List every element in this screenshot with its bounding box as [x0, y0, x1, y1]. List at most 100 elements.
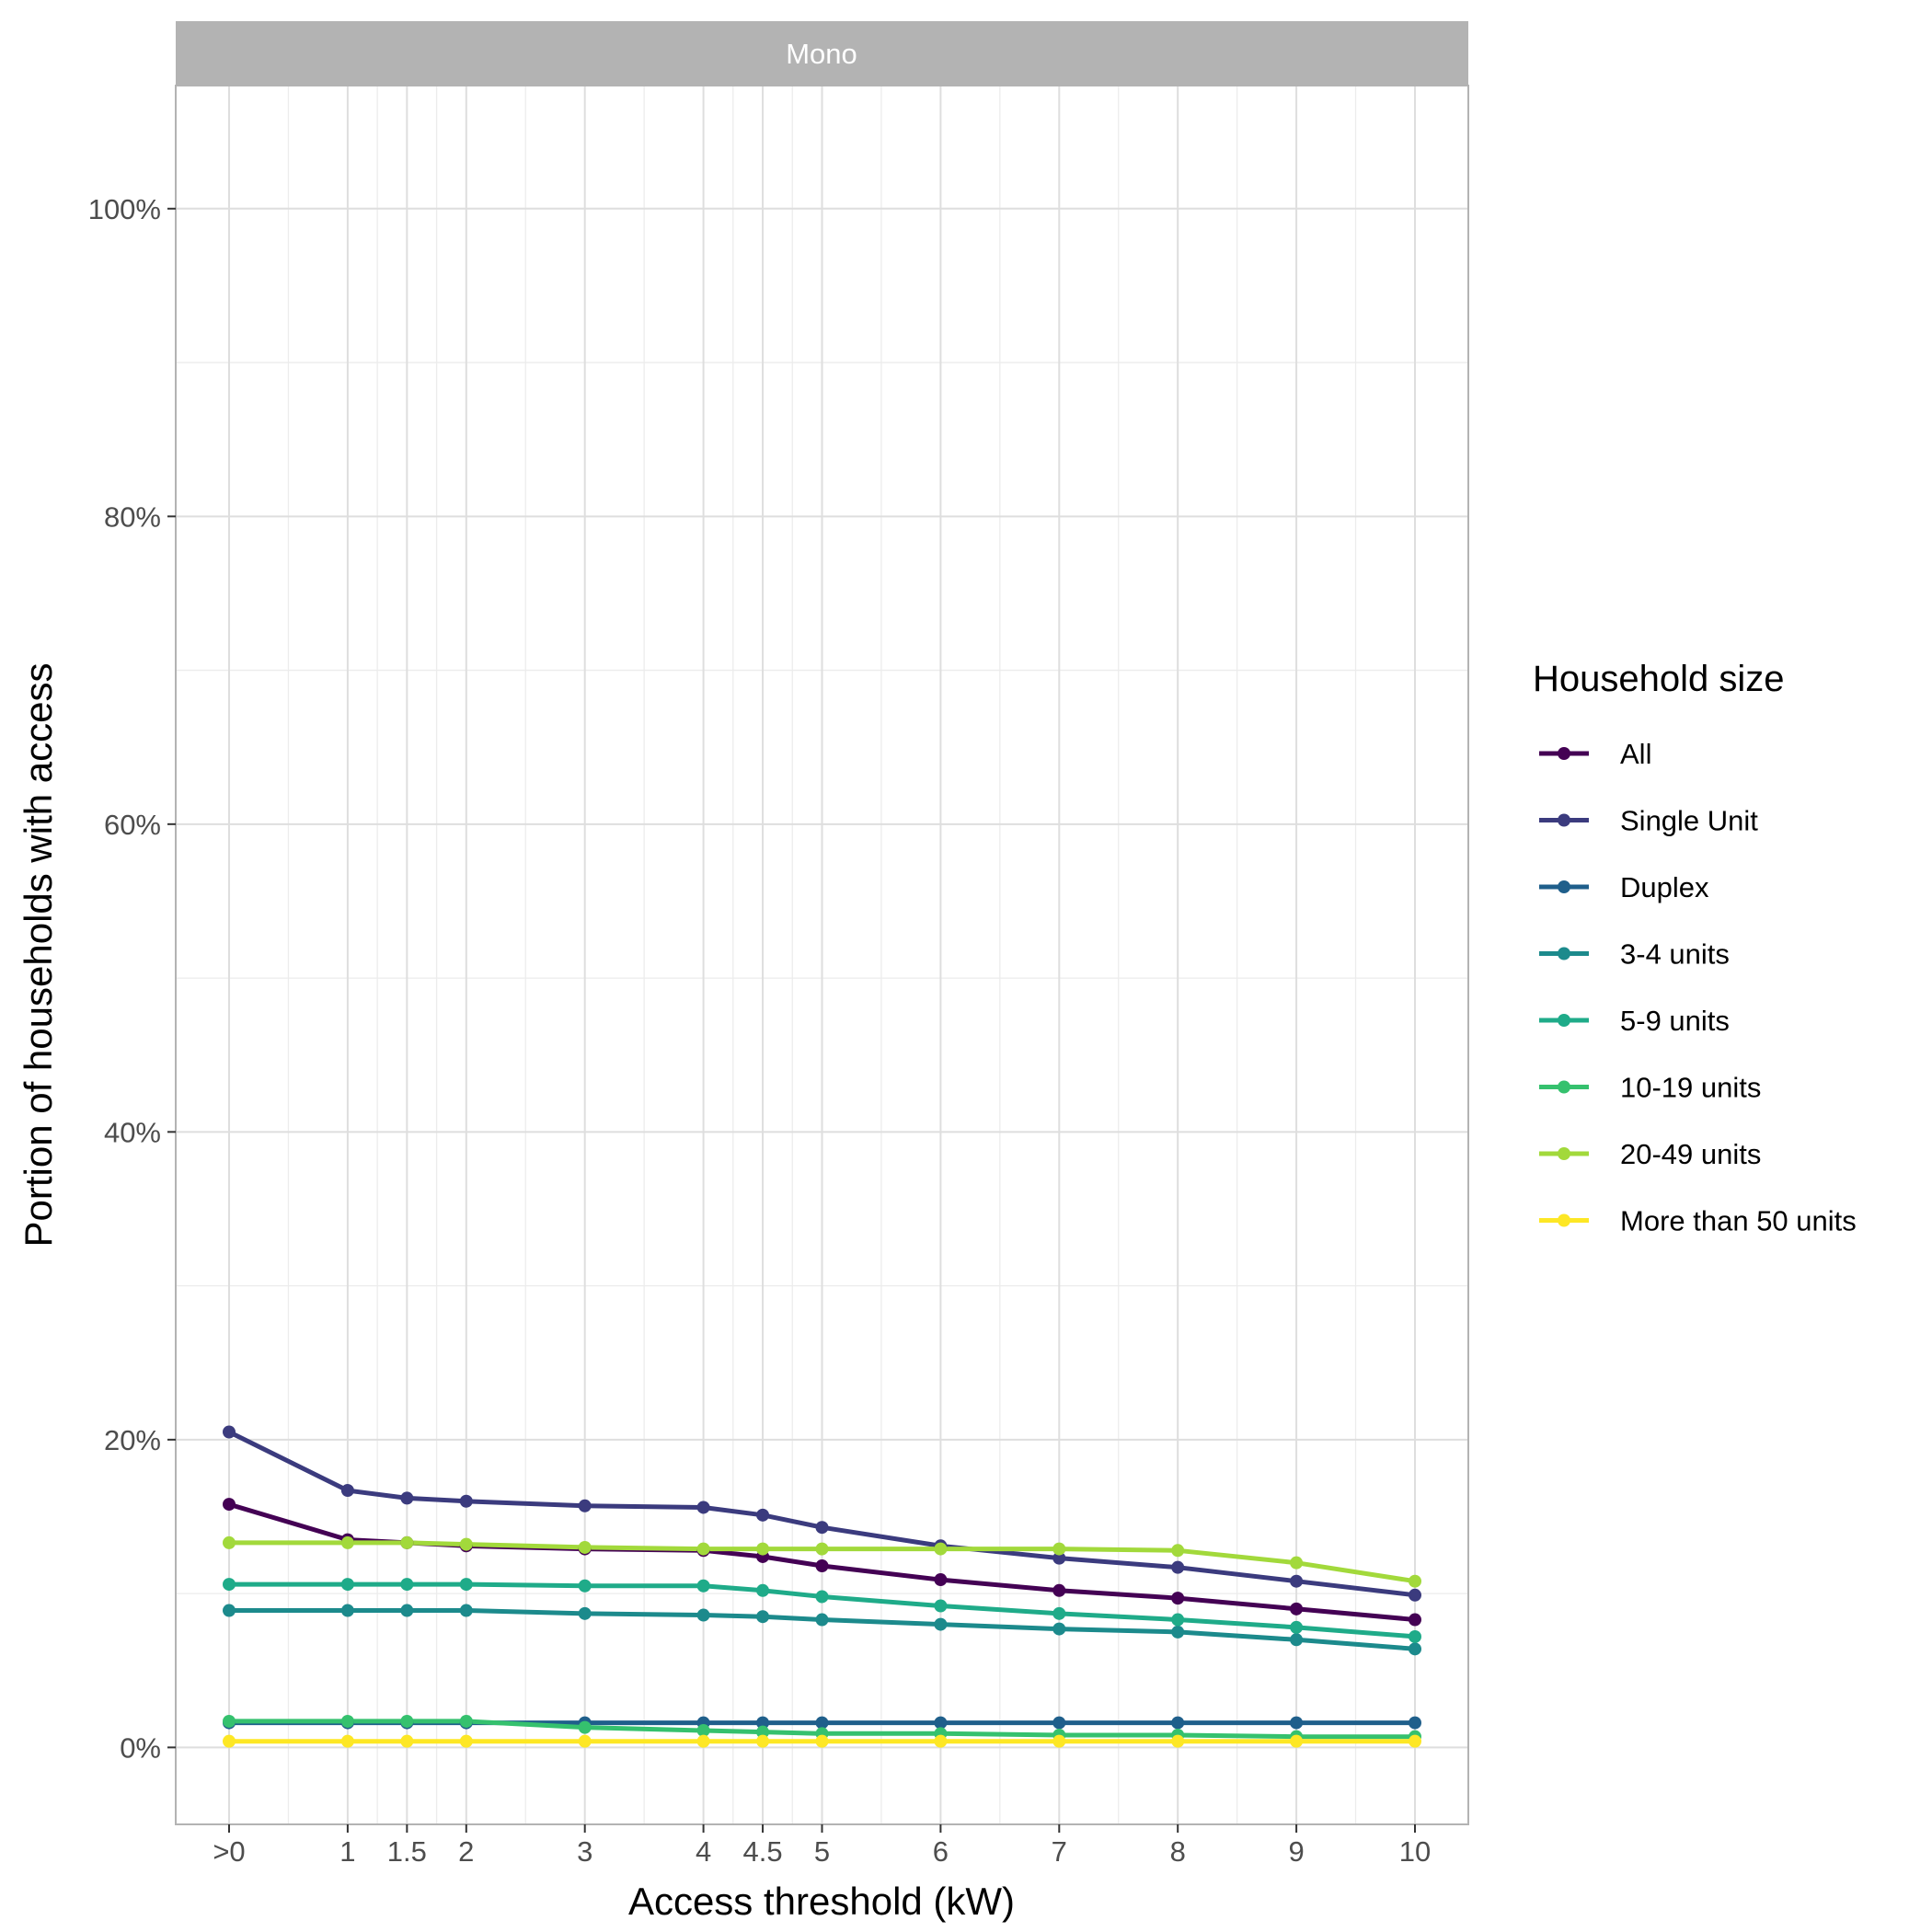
- x-tick-label: 4: [696, 1835, 711, 1868]
- data-point-10-19-units: [459, 1714, 473, 1728]
- data-point-10-19-units: [756, 1725, 770, 1739]
- legend-title: Household size: [1533, 659, 1785, 699]
- data-point-more-than-50-units: [815, 1734, 829, 1748]
- data-point-more-than-50-units: [578, 1734, 592, 1748]
- data-point-3-4-units: [1171, 1625, 1185, 1639]
- legend-item-10-19-units: 10-19 units: [1539, 1072, 1761, 1104]
- data-point-more-than-50-units: [459, 1734, 473, 1748]
- legend-label: More than 50 units: [1620, 1205, 1857, 1237]
- data-point-more-than-50-units: [400, 1734, 414, 1748]
- data-point-3-4-units: [934, 1617, 948, 1631]
- data-point-3-4-units: [696, 1608, 710, 1622]
- data-point-5-9-units: [340, 1578, 354, 1592]
- data-point-20-49-units: [1408, 1574, 1421, 1588]
- legend-key-point: [1558, 947, 1570, 960]
- data-point-3-4-units: [223, 1604, 236, 1617]
- legend-key-point: [1558, 880, 1570, 893]
- x-tick-label: 8: [1170, 1835, 1186, 1868]
- legend-key-point: [1558, 1147, 1570, 1160]
- data-point-single-unit: [696, 1501, 710, 1514]
- legend-key-point: [1558, 1080, 1570, 1094]
- data-point-single-unit: [400, 1491, 414, 1505]
- data-point-duplex: [1408, 1716, 1421, 1730]
- data-point-10-19-units: [578, 1720, 592, 1734]
- facet-label: Mono: [786, 38, 857, 70]
- data-point-more-than-50-units: [223, 1734, 236, 1748]
- data-point-all: [934, 1573, 948, 1587]
- series-points: [223, 1425, 1421, 1748]
- data-point-all: [223, 1498, 236, 1512]
- data-point-3-4-units: [756, 1610, 770, 1624]
- data-point-20-49-units: [578, 1540, 592, 1554]
- legend-label: 10-19 units: [1620, 1072, 1761, 1104]
- data-point-all: [1052, 1583, 1066, 1597]
- data-point-5-9-units: [1171, 1613, 1185, 1627]
- y-tick-label: 40%: [104, 1116, 161, 1148]
- data-point-5-9-units: [578, 1579, 592, 1593]
- legend-item-single-unit: Single Unit: [1539, 805, 1758, 837]
- data-point-more-than-50-units: [934, 1734, 948, 1748]
- data-point-5-9-units: [1290, 1620, 1304, 1634]
- data-point-3-4-units: [815, 1613, 829, 1627]
- data-point-single-unit: [578, 1499, 592, 1512]
- data-point-20-49-units: [815, 1542, 829, 1556]
- legend-label: 20-49 units: [1620, 1138, 1761, 1170]
- data-point-duplex: [815, 1716, 829, 1730]
- data-point-5-9-units: [1408, 1629, 1421, 1643]
- legend-key-point: [1558, 1213, 1570, 1227]
- data-point-5-9-units: [815, 1590, 829, 1604]
- data-point-3-4-units: [1408, 1642, 1421, 1656]
- legend-label: 5-9 units: [1620, 1005, 1730, 1037]
- legend-label: All: [1620, 738, 1651, 770]
- x-tick-label: 1: [339, 1835, 355, 1868]
- x-tick-label: 2: [458, 1835, 474, 1868]
- legend: Household size All Single Unit Duplex 3-4 u…: [1533, 659, 1857, 1237]
- data-point-single-unit: [756, 1508, 770, 1522]
- data-point-all: [1290, 1602, 1304, 1616]
- data-point-5-9-units: [756, 1583, 770, 1597]
- data-point-20-49-units: [340, 1535, 354, 1549]
- data-point-5-9-units: [1052, 1606, 1066, 1620]
- data-point-more-than-50-units: [1052, 1734, 1066, 1748]
- data-point-3-4-units: [340, 1604, 354, 1617]
- data-point-10-19-units: [696, 1723, 710, 1737]
- data-point-duplex: [1052, 1716, 1066, 1730]
- major-gridlines: [176, 86, 1468, 1824]
- data-point-all: [815, 1559, 829, 1573]
- data-point-5-9-units: [223, 1578, 236, 1592]
- data-point-more-than-50-units: [696, 1734, 710, 1748]
- data-point-20-49-units: [223, 1535, 236, 1549]
- data-point-more-than-50-units: [1290, 1734, 1304, 1748]
- data-point-20-49-units: [756, 1542, 770, 1556]
- data-point-single-unit: [1052, 1551, 1066, 1565]
- data-point-5-9-units: [696, 1579, 710, 1593]
- y-tick-label: 0%: [120, 1731, 161, 1764]
- data-point-3-4-units: [400, 1604, 414, 1617]
- data-point-more-than-50-units: [1408, 1734, 1421, 1748]
- data-point-20-49-units: [696, 1542, 710, 1556]
- data-point-duplex: [934, 1716, 948, 1730]
- y-tick-label: 60%: [104, 809, 161, 841]
- data-point-3-4-units: [578, 1606, 592, 1620]
- data-point-20-49-units: [459, 1537, 473, 1551]
- x-axis-title: Access threshold (kW): [628, 1880, 1015, 1923]
- legend-item-all: All: [1539, 738, 1651, 770]
- data-point-3-4-units: [459, 1604, 473, 1617]
- x-tick-label: >0: [213, 1835, 245, 1868]
- data-point-duplex: [1171, 1716, 1185, 1730]
- data-point-20-49-units: [1171, 1544, 1185, 1558]
- x-tick-label: 9: [1288, 1835, 1304, 1868]
- data-point-3-4-units: [1290, 1633, 1304, 1647]
- data-point-single-unit: [340, 1484, 354, 1498]
- data-point-single-unit: [459, 1494, 473, 1508]
- legend-items: All Single Unit Duplex 3-4 units 5-9 units 10…: [1539, 738, 1857, 1237]
- data-point-3-4-units: [1052, 1622, 1066, 1636]
- facet-strip-background: [176, 21, 1468, 86]
- legend-label: Single Unit: [1620, 805, 1758, 837]
- legend-item-20-49-units: 20-49 units: [1539, 1138, 1761, 1170]
- legend-key-point: [1558, 1014, 1570, 1027]
- data-point-single-unit: [1408, 1588, 1421, 1602]
- data-point-5-9-units: [934, 1599, 948, 1613]
- data-point-single-unit: [223, 1425, 236, 1439]
